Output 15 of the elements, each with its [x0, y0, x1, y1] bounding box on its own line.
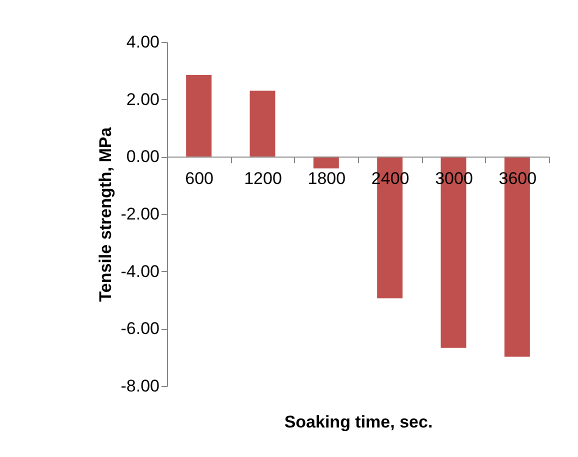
bar [250, 90, 276, 157]
x-tick-label: 600 [185, 169, 214, 188]
x-axis-title: Soaking time, sec. [284, 412, 433, 432]
x-tick-label: 1800 [308, 169, 346, 188]
y-tick-label: 0.00 [126, 147, 160, 166]
bar [313, 156, 339, 168]
y-tick-label: -8.00 [120, 376, 160, 396]
y-tick-label: 4.00 [126, 32, 160, 52]
x-tick-label: 1200 [244, 169, 282, 188]
y-axis-title: Tensile strength, MPa [96, 126, 115, 302]
y-tick-label: -2.00 [120, 204, 160, 224]
y-tick-label: 2.00 [126, 90, 160, 109]
y-tick-label: -4.00 [120, 262, 160, 281]
bar [186, 74, 212, 157]
y-tick-label: -6.00 [120, 319, 160, 338]
